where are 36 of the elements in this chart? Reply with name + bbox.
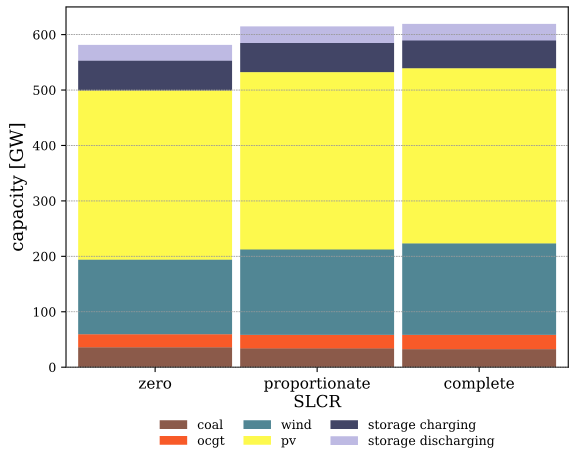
y-axis-title: capacity [GW] (9, 124, 27, 251)
bar (402, 349, 556, 368)
bar (240, 334, 394, 348)
legend-label: storage discharging (368, 435, 494, 448)
y-tick-label: 100 (34, 307, 56, 317)
legend-label: storage charging (368, 419, 476, 432)
bar (78, 44, 232, 61)
bar (78, 90, 232, 260)
legend-label: coal (198, 419, 223, 430)
x-tick-label: complete (444, 376, 514, 392)
legend-label: ocgt (198, 436, 225, 448)
bar (240, 250, 394, 335)
bar (78, 60, 232, 91)
bar (240, 26, 394, 44)
bar (402, 243, 556, 335)
bar (240, 43, 394, 72)
y-tick-label: 500 (33, 86, 56, 95)
bar (78, 260, 232, 334)
y-tick-label: 0 (49, 362, 56, 372)
bar (402, 24, 556, 41)
y-tick-label: 200 (33, 252, 56, 262)
bar (78, 347, 232, 368)
bar (78, 334, 232, 348)
y-tick-label: 400 (32, 140, 56, 150)
legend-label: pv (281, 438, 296, 448)
bar (402, 40, 556, 68)
bar (240, 72, 394, 250)
x-tick-label: zero (138, 380, 172, 389)
bar (240, 348, 394, 368)
bar (402, 334, 556, 350)
bar (402, 68, 556, 244)
x-axis-title: SLCR (294, 394, 342, 408)
legend-label: wind (281, 419, 312, 430)
x-tick-label: proportionate (264, 377, 370, 392)
y-tick-label: 300 (33, 196, 56, 206)
y-tick-label: 600 (33, 30, 56, 40)
